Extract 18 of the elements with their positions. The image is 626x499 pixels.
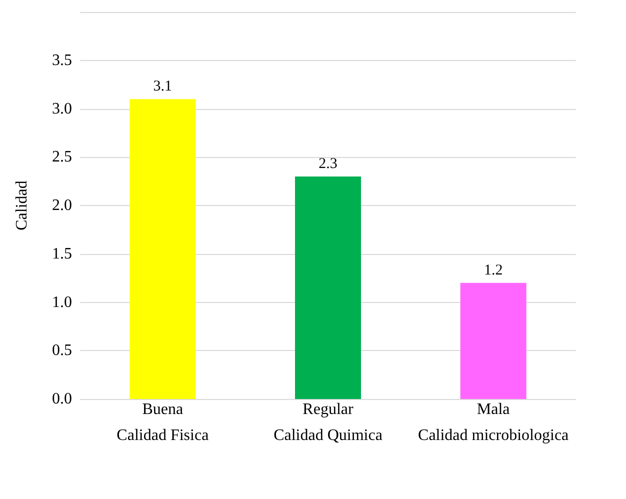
x-tick-label: Mala Calidad microbiologica [418, 401, 569, 444]
y-tick-label: 0.5 [52, 342, 72, 360]
y-axis-title: Calidad [14, 180, 30, 230]
x-tick-label: Regular Calidad Quimica [274, 401, 382, 444]
y-tick-label: 3.5 [52, 52, 72, 69]
data-label: 2.3 [318, 156, 338, 172]
data-label: 1.2 [484, 262, 503, 278]
data-label: 3.1 [153, 78, 172, 95]
bar [130, 99, 196, 399]
y-tick-label: 0.0 [52, 390, 72, 408]
y-tick-label: 1.0 [52, 294, 72, 311]
x-tick-label: Buena Calidad Fisica [116, 401, 209, 444]
bar [295, 176, 361, 399]
y-tick-label: 2.0 [52, 197, 72, 214]
y-tick-label: 1.5 [52, 245, 72, 262]
bar [460, 282, 526, 399]
y-tick-label: 2.5 [52, 148, 72, 166]
y-tick-label: 3.0 [52, 100, 72, 118]
